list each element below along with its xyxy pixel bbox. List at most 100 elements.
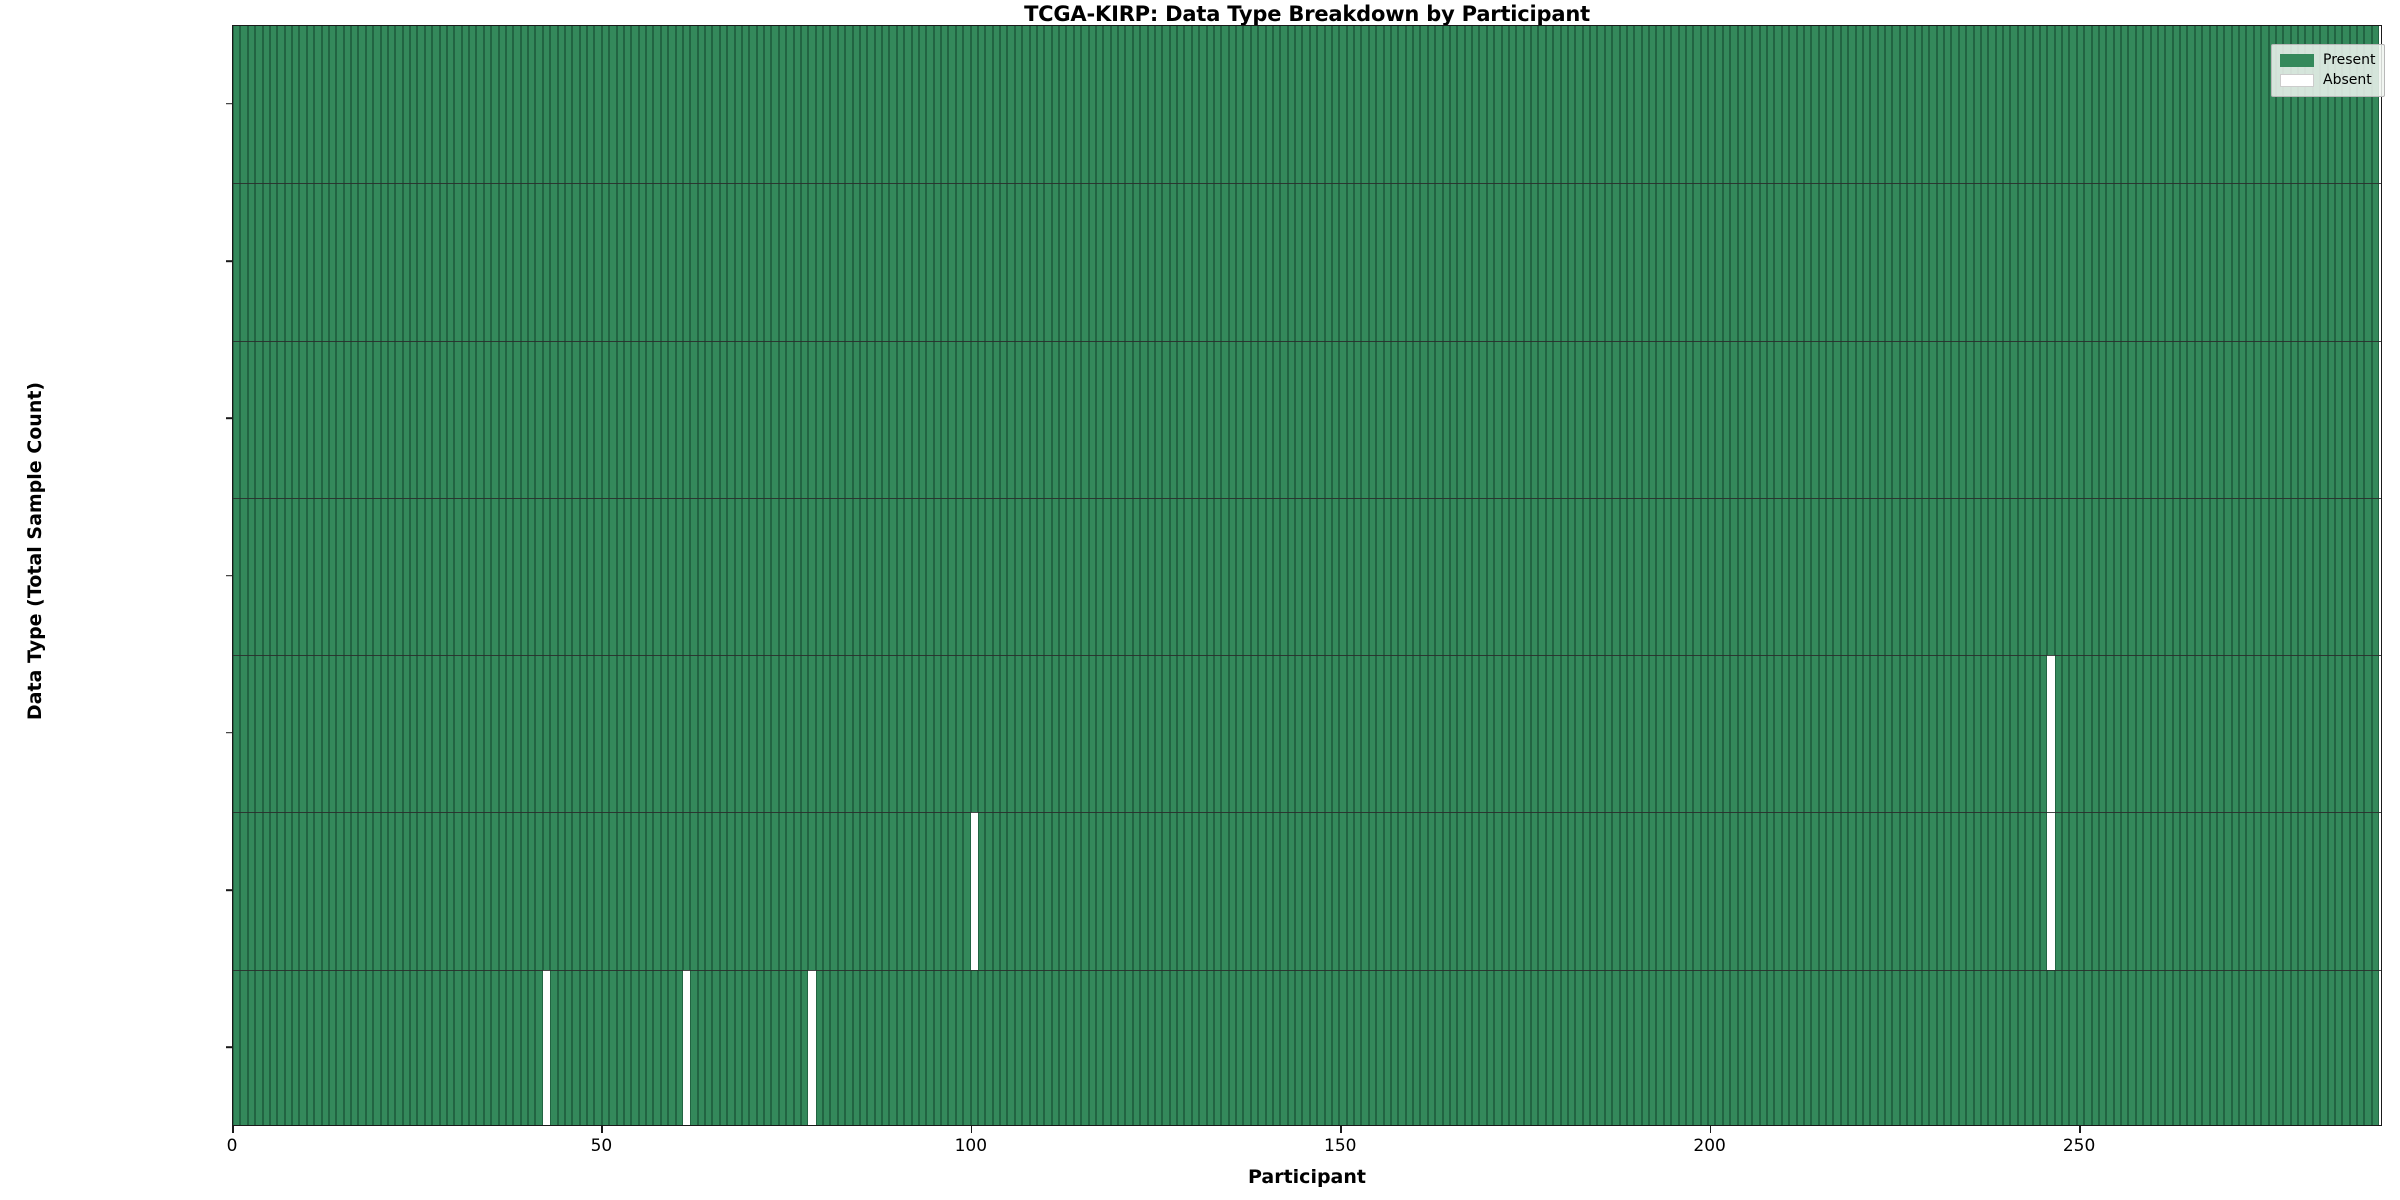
- heatmap-cell-present: [609, 969, 617, 1125]
- heatmap-cell-present: [2062, 340, 2070, 498]
- heatmap-cell-present: [889, 340, 897, 498]
- heatmap-cell-present: [1081, 812, 1089, 970]
- heatmap-cell-present: [564, 655, 573, 813]
- heatmap-cell-present: [1339, 969, 1347, 1125]
- heatmap-cell-present: [2261, 183, 2269, 341]
- heatmap-cell-present: [432, 969, 440, 1125]
- heatmap-cell-present: [424, 26, 433, 184]
- heatmap-cell-present: [867, 340, 875, 498]
- heatmap-cell-present: [255, 812, 263, 970]
- heatmap-cell-present: [498, 497, 506, 656]
- heatmap-cell-present: [1199, 812, 1207, 970]
- heatmap-cell-present: [948, 969, 956, 1125]
- heatmap-cell-present: [874, 183, 882, 341]
- heatmap-cell-present: [1132, 26, 1141, 184]
- heatmap-cell-present: [1516, 183, 1524, 341]
- heatmap-cell-present: [2283, 812, 2291, 970]
- heatmap-cell-present: [1767, 340, 1775, 498]
- heatmap-cell-present: [1494, 340, 1502, 498]
- legend-label: Absent: [2323, 72, 2372, 88]
- heatmap-cell-present: [1302, 340, 1310, 498]
- heatmap-cell-present: [1553, 340, 1561, 498]
- heatmap-cell-present: [321, 812, 329, 970]
- heatmap-cell-present: [2135, 340, 2144, 498]
- heatmap-cell-present: [365, 497, 374, 656]
- heatmap-cell-present: [306, 812, 315, 970]
- heatmap-cell-present: [542, 812, 551, 970]
- heatmap-cell-present: [1243, 340, 1251, 498]
- heatmap-cell-present: [483, 340, 492, 498]
- heatmap-cell-present: [365, 655, 374, 813]
- heatmap-cell-present: [1302, 655, 1310, 813]
- heatmap-cell-present: [1693, 340, 1701, 498]
- heatmap-cell-present: [1840, 497, 1849, 656]
- heatmap-cell-present: [815, 812, 823, 970]
- heatmap-cell-present: [358, 340, 366, 498]
- heatmap-cell-present: [705, 340, 713, 498]
- heatmap-cell-present: [734, 340, 742, 498]
- heatmap-cell-present: [889, 26, 897, 184]
- heatmap-cell-present: [1354, 26, 1362, 184]
- heatmap-cell-present: [882, 340, 890, 498]
- heatmap-cell-present: [778, 183, 787, 341]
- heatmap-cell-present: [1132, 497, 1141, 656]
- heatmap-cell-present: [292, 812, 300, 970]
- heatmap-cell-present: [1693, 497, 1701, 656]
- heatmap-cell-present: [668, 655, 676, 813]
- heatmap-cell-present: [1287, 340, 1295, 498]
- heatmap-cell-present: [1892, 812, 1900, 970]
- heatmap-cell-present: [1169, 969, 1177, 1125]
- heatmap-cell-present: [233, 497, 241, 656]
- heatmap-cell-present: [564, 183, 573, 341]
- heatmap-cell-present: [1472, 812, 1480, 970]
- heatmap-cell-present: [1317, 26, 1325, 184]
- heatmap-cell-present: [2371, 969, 2380, 1125]
- heatmap-cell-present: [2364, 655, 2372, 813]
- heatmap-cell-present: [2010, 655, 2018, 813]
- heatmap-row-cells: [233, 969, 2381, 1125]
- heatmap-cell-present: [498, 183, 506, 341]
- heatmap-cell-present: [1177, 812, 1185, 970]
- heatmap-cell-present: [1331, 655, 1340, 813]
- heatmap-cell-present: [874, 655, 882, 813]
- heatmap-cell-present: [505, 655, 514, 813]
- heatmap-cell-present: [483, 183, 492, 341]
- heatmap-cell-present: [402, 812, 410, 970]
- heatmap-cell-present: [2003, 497, 2011, 656]
- heatmap-cell-present: [233, 183, 241, 341]
- heatmap-cell-present: [1140, 969, 1148, 1125]
- heatmap-cell-present: [2290, 969, 2298, 1125]
- heatmap-cell-present: [380, 340, 388, 498]
- heatmap-cell-present: [1767, 183, 1775, 341]
- heatmap-cell-present: [1014, 183, 1023, 341]
- heatmap-cell-present: [1641, 497, 1649, 656]
- heatmap-cell-present: [2224, 655, 2232, 813]
- heatmap-cell-present: [948, 812, 956, 970]
- heatmap-cell-present: [1634, 655, 1642, 813]
- heatmap-cell-present: [2017, 969, 2026, 1125]
- heatmap-cell-present: [1966, 969, 1974, 1125]
- heatmap-cell-present: [395, 812, 403, 970]
- heatmap-cell-present: [1103, 655, 1111, 813]
- heatmap-cell-present: [2003, 969, 2011, 1125]
- heatmap-cell-present: [1508, 183, 1517, 341]
- heatmap-cell-present: [2364, 497, 2372, 656]
- heatmap-cell-present: [2202, 340, 2210, 498]
- heatmap-cell-present: [1567, 655, 1576, 813]
- heatmap-cell-present: [365, 812, 374, 970]
- heatmap-cell-present: [336, 183, 344, 341]
- heatmap-cell-present: [638, 655, 646, 813]
- heatmap-cell-present: [889, 812, 897, 970]
- heatmap-cell-present: [1523, 969, 1531, 1125]
- heatmap-cell-present: [1000, 969, 1008, 1125]
- heatmap-cell-present: [1826, 969, 1834, 1125]
- heatmap-cell-present: [1221, 497, 1229, 656]
- heatmap-cell-present: [970, 655, 978, 813]
- heatmap-cell-present: [764, 340, 772, 498]
- heatmap-cell-present: [1088, 655, 1096, 813]
- heatmap-cell-present: [977, 497, 986, 656]
- heatmap-cell-present: [1951, 497, 1959, 656]
- heatmap-cell-present: [1390, 655, 1399, 813]
- heatmap-cell-present: [292, 969, 300, 1125]
- heatmap-cell-present: [933, 183, 941, 341]
